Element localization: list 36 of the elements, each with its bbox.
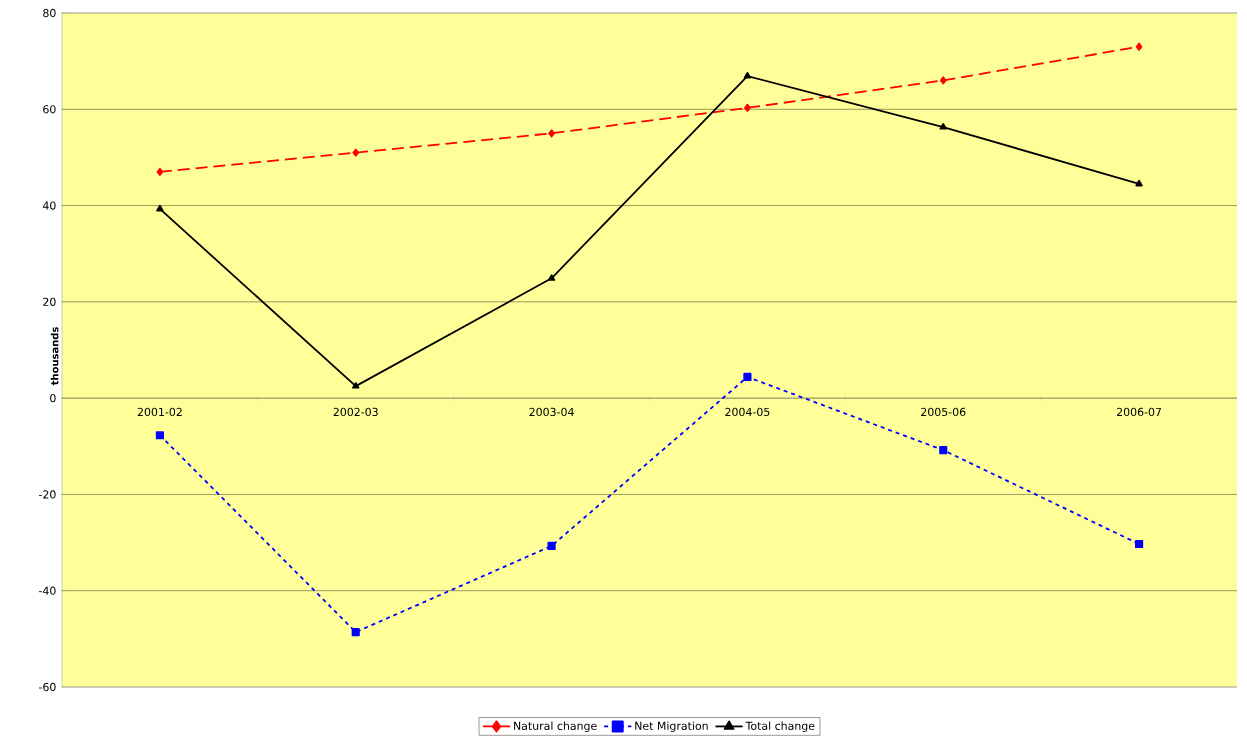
point	[547, 541, 556, 551]
x-tick-label: 2001-02	[137, 407, 182, 417]
y-axis-title: thousands	[50, 327, 59, 386]
point	[1134, 539, 1144, 549]
point	[1135, 42, 1143, 51]
point	[939, 123, 947, 130]
x-tick-label: 2006-07	[1116, 407, 1162, 417]
legend-label: Total change	[745, 721, 815, 733]
point	[352, 148, 360, 157]
point	[743, 71, 752, 79]
point	[939, 76, 947, 85]
point	[352, 382, 360, 389]
y-tick-label: 40	[42, 201, 56, 210]
point	[744, 103, 751, 112]
x-tick-label: 2002-03	[333, 407, 378, 417]
point	[743, 372, 752, 382]
x-tick-label: 2004-05	[725, 407, 770, 417]
x-tick-label: 2003-04	[529, 407, 574, 417]
point	[548, 129, 555, 138]
y-tick-label: 80	[43, 8, 56, 18]
y-tick-label: -20	[38, 490, 56, 499]
legend-label: Net Migration	[635, 721, 708, 733]
y-tick-label: 20	[43, 297, 56, 306]
y-tick-label: -40	[38, 586, 56, 595]
y-tick-label: 60	[43, 105, 56, 114]
point	[1135, 179, 1143, 187]
point	[547, 274, 556, 281]
x-tick-label: 2005-06	[921, 407, 966, 417]
point	[156, 167, 164, 176]
point	[156, 204, 164, 212]
legend-label: Natural change	[514, 721, 597, 733]
point	[155, 431, 164, 440]
point	[939, 446, 948, 455]
y-tick-label: -60	[38, 682, 56, 692]
y-tick-label: 0	[50, 394, 56, 403]
point	[351, 628, 360, 637]
